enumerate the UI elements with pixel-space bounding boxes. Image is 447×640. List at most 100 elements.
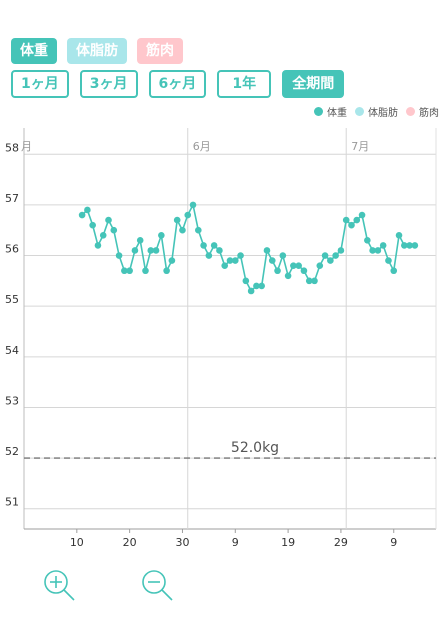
weight-data-point (94, 242, 102, 249)
range-1-month[interactable]: 1ヶ月 (11, 70, 69, 98)
weight-data-point (353, 216, 361, 224)
range-6-months[interactable]: 6ヶ月 (148, 70, 207, 98)
weight-data-point (279, 252, 287, 259)
weight-data-point (247, 287, 255, 295)
weight-data-point (284, 272, 292, 280)
weight-data-point (168, 257, 176, 264)
weight-data-point (89, 221, 96, 229)
tab-muscle[interactable]: 筋肉 (137, 38, 183, 64)
weight-data-point (99, 231, 107, 239)
range-1-year[interactable]: 1年 (217, 70, 272, 98)
weight-data-point (411, 242, 419, 249)
weight-data-point (268, 257, 276, 264)
y-tick-label: 55 (5, 293, 19, 306)
weight-data-point (126, 267, 133, 275)
weight-data-point (395, 231, 403, 239)
weight-data-point (263, 247, 271, 254)
weight-data-point (390, 267, 398, 275)
weight-data-point (253, 282, 260, 290)
weight-data-point (216, 247, 223, 254)
weight-data-point (147, 247, 155, 254)
weight-data-point (152, 247, 160, 254)
weight-chart[interactable]: 51 52 53 54 55 56 57 58 6月 7月 月 10 20 30 9 19 29 9 52.0kg (0, 128, 447, 556)
y-tick-label: 53 (5, 394, 19, 407)
weight-data-point (290, 262, 297, 269)
legend-dot-body-fat (355, 107, 364, 116)
weight-data-point (210, 242, 218, 249)
weight-data-point (115, 252, 123, 259)
x-tick-label: 10 (70, 536, 84, 549)
x-tick-label: 30 (175, 536, 189, 549)
weight-data-point (369, 247, 376, 254)
month-label: 月 (21, 140, 32, 153)
x-tick-label: 9 (390, 536, 397, 549)
y-tick-label: 54 (5, 344, 19, 357)
legend-label-body-fat: 体脂肪 (368, 108, 398, 119)
x-tick-label: 29 (334, 536, 348, 549)
y-tick-label: 57 (5, 192, 19, 205)
weight-data-point (179, 226, 186, 234)
target-reference-label: 52.0kg (231, 440, 279, 456)
weight-data-point (295, 262, 302, 269)
weight-data-point (200, 242, 207, 249)
weight-data-point (374, 247, 382, 254)
month-label: 7月 (351, 140, 369, 153)
weight-data-point (195, 226, 202, 234)
range-tabs: 1ヶ月 3ヶ月 6ヶ月 1年 全期間 (11, 70, 345, 98)
weight-data-point (184, 211, 192, 219)
month-label: 6月 (193, 140, 211, 153)
y-tick-label: 58 (5, 141, 19, 154)
weight-data-point (311, 277, 318, 285)
weight-data-point (358, 211, 366, 219)
weight-data-point (321, 252, 329, 259)
weight-data-point (136, 237, 144, 244)
weight-data-point (78, 211, 86, 219)
weight-data-point (221, 262, 229, 269)
weight-data-point (327, 257, 334, 264)
weight-data-point (379, 242, 387, 249)
weight-data-point (337, 247, 345, 254)
weight-data-point (258, 282, 265, 290)
range-3-months[interactable]: 3ヶ月 (79, 70, 138, 98)
legend-label-muscle: 筋肉 (419, 108, 439, 119)
weight-data-point (173, 216, 181, 224)
weight-data-point (237, 252, 244, 259)
x-tick-label: 20 (123, 536, 137, 549)
legend-item-body-fat: 体脂肪 (355, 104, 398, 119)
weight-data-point (332, 252, 339, 259)
chart-legend: 体重 体脂肪 筋肉 (314, 104, 439, 119)
weight-data-point (242, 277, 250, 285)
zoom-out-button[interactable] (140, 568, 174, 602)
weight-data-point (364, 237, 371, 244)
metric-tabs: 体重 体脂肪 筋肉 (11, 38, 183, 64)
legend-dot-weight (314, 107, 323, 116)
zoom-in-button[interactable] (42, 568, 76, 602)
weight-series-line (81, 202, 415, 293)
legend-item-weight: 体重 (314, 104, 347, 119)
legend-item-muscle: 筋肉 (406, 104, 439, 119)
weight-data-point (316, 262, 324, 269)
tab-weight[interactable]: 体重 (11, 38, 57, 64)
x-tick-label: 9 (232, 536, 239, 549)
tab-body-fat[interactable]: 体脂肪 (67, 38, 127, 64)
weight-data-point (189, 201, 197, 209)
weight-data-point (348, 221, 355, 229)
weight-data-point (231, 257, 239, 264)
x-tick-label: 19 (281, 536, 295, 549)
weight-data-point (84, 206, 91, 214)
weight-data-point (110, 226, 118, 234)
range-all[interactable]: 全期間 (282, 70, 345, 98)
y-tick-label: 52 (5, 445, 19, 458)
weight-data-point (406, 242, 413, 249)
weight-data-point (274, 267, 281, 275)
y-tick-label: 51 (5, 496, 19, 509)
weight-data-point (131, 247, 139, 254)
y-tick-label: 56 (5, 243, 19, 256)
weight-data-point (205, 252, 213, 259)
legend-dot-muscle (406, 107, 415, 116)
legend-label-weight: 体重 (327, 108, 347, 119)
weight-data-point (385, 257, 392, 264)
weight-data-point (163, 267, 170, 275)
weight-data-point (305, 277, 313, 285)
zoom-out-icon (142, 570, 173, 601)
